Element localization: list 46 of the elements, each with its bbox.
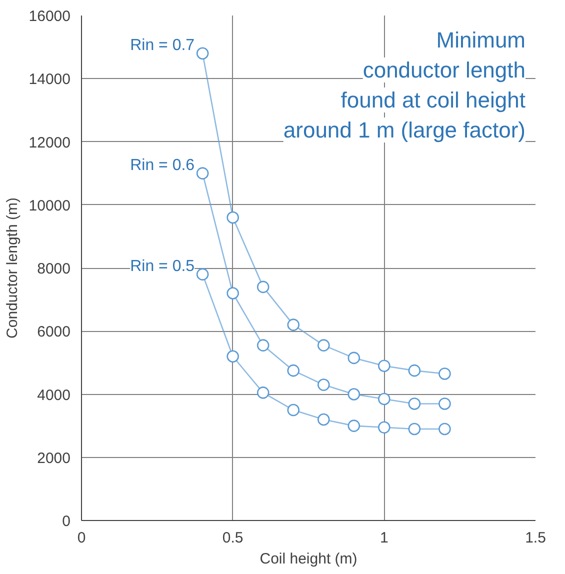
point [378, 421, 390, 434]
y-tick-label: 16000 [28, 8, 71, 25]
annotation: Minimum conductor length found at coil height around 1 m (large factor) [283, 28, 526, 142]
point [256, 339, 270, 352]
point [408, 422, 421, 436]
point [317, 378, 330, 391]
y-tick-label: 6000 [37, 324, 71, 341]
point [348, 420, 360, 432]
point [438, 398, 451, 410]
x-axis-title: Coil height (m) [260, 550, 358, 568]
point [287, 404, 300, 416]
point [226, 350, 239, 363]
point [196, 47, 209, 60]
point [196, 167, 209, 180]
point [256, 280, 270, 294]
series-label: Rin = 0.6 [130, 156, 195, 174]
point [256, 386, 270, 399]
point [226, 287, 239, 300]
y-tick-label: 2000 [37, 450, 71, 467]
y-tick-label: 4000 [37, 386, 71, 404]
point [348, 352, 360, 364]
point [348, 388, 360, 400]
y-tick-label: 8000 [37, 260, 71, 278]
series-label: Rin = 0.5 [130, 258, 195, 275]
series-label: Rin = 0.7 [130, 36, 195, 54]
point [287, 364, 300, 377]
x-tick-label: 0 [77, 530, 86, 546]
y-tick-label: 0 [62, 513, 70, 530]
point [226, 211, 239, 224]
point [438, 368, 451, 380]
y-tick-label: 12000 [28, 134, 71, 152]
point [378, 360, 390, 372]
x-tick-label: 1 [380, 530, 388, 546]
point [196, 268, 209, 280]
point [438, 422, 451, 436]
point [408, 398, 421, 410]
point [408, 364, 421, 377]
x-tick-label: 0.5 [222, 530, 244, 546]
y-tick-label: 14000 [28, 71, 71, 88]
point [378, 392, 390, 406]
x-tick-label: 1.5 [525, 530, 546, 546]
y-axis-title: Conductor length (m) [4, 198, 21, 338]
point [287, 318, 300, 331]
y-tick-label: 10000 [28, 197, 71, 214]
point [317, 413, 330, 426]
point [317, 339, 330, 352]
